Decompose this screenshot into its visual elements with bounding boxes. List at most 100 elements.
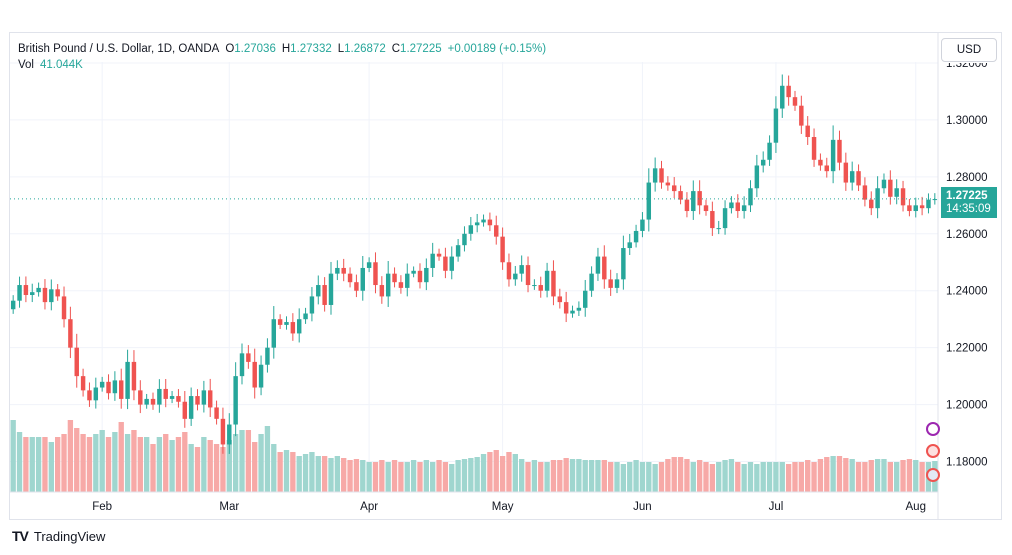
volume-bar (639, 462, 646, 492)
time-tick-label: Jul (769, 501, 784, 513)
candle-body (735, 202, 741, 212)
time-tick-label: Jun (633, 501, 652, 513)
candle-body (481, 219, 486, 223)
candle-body (188, 396, 194, 419)
candle-body (68, 319, 73, 348)
brand-name: TradingView (33, 528, 106, 544)
volume-bar (754, 464, 760, 492)
volume-bar (836, 456, 843, 492)
candle-body (354, 282, 359, 291)
candle-body (252, 361, 257, 388)
candle-body (563, 302, 569, 314)
candle-body (233, 376, 238, 425)
candle-body (640, 219, 645, 231)
volume-bar (188, 444, 194, 492)
flag-icon[interactable] (926, 444, 940, 458)
volume-bar (341, 458, 347, 492)
candle-body (106, 381, 111, 394)
candle-body (589, 273, 594, 291)
tradingview-logo[interactable]: TV TradingView (12, 528, 105, 544)
volume-bar (455, 460, 461, 492)
volume-bar (239, 430, 245, 492)
candle-body (608, 279, 613, 288)
volume-value: 41.044K (40, 59, 83, 71)
candle-body (697, 191, 702, 206)
candle-body (544, 270, 550, 291)
volume-bar (627, 462, 633, 492)
candle-body (494, 225, 499, 237)
candle-body (849, 171, 855, 183)
volume-bar (690, 462, 696, 492)
candle-body (780, 85, 785, 109)
candle-body (360, 267, 365, 291)
candle-body (595, 256, 601, 274)
volume-bar (35, 437, 42, 492)
volume-bar (703, 462, 709, 492)
volume-bar (760, 462, 766, 492)
candle-body (373, 262, 378, 286)
candle-body (538, 285, 543, 291)
volume-bar (773, 462, 779, 492)
candle-body (61, 296, 67, 320)
event-marker-icon[interactable] (926, 422, 940, 436)
time-tick-label: Mar (219, 501, 239, 513)
volume-bar (277, 452, 283, 492)
price-tick-label: 1.20000 (946, 400, 988, 412)
candle-body (296, 319, 302, 334)
volume-bar (302, 454, 309, 492)
candle-body (576, 307, 582, 311)
volume-bar (182, 432, 188, 492)
candle-body (125, 361, 130, 399)
close-label: C (391, 43, 401, 55)
symbol-title[interactable]: British Pound / U.S. Dollar, 1D, OANDA (18, 43, 220, 55)
candle-body (805, 125, 810, 138)
volume-bar (430, 462, 436, 492)
volume-bar (436, 460, 442, 492)
volume-bar (785, 464, 792, 492)
volume-bar (417, 462, 423, 492)
price-tick-label: 1.24000 (946, 286, 988, 298)
candle-body (430, 253, 435, 268)
candle-body (157, 388, 162, 405)
candle-body (366, 262, 372, 268)
volume-bar (614, 462, 620, 492)
volume-bar (601, 460, 607, 492)
candle-body (144, 398, 149, 405)
candle-body (392, 273, 397, 283)
volume-bar (843, 458, 849, 492)
volume-bar (576, 459, 582, 492)
candle-body (462, 233, 467, 246)
volume-bar (372, 462, 379, 492)
volume-bar (169, 440, 175, 492)
volume-bar (112, 432, 118, 492)
candle-body (379, 285, 385, 297)
candle-body (417, 270, 423, 283)
candle-body (316, 285, 321, 297)
volume-bar (487, 452, 493, 492)
candle-body (290, 322, 296, 334)
candle-body (87, 390, 92, 401)
candle-body (284, 322, 289, 325)
time-tick-label: May (492, 501, 514, 513)
candle-body (856, 171, 861, 186)
candle-body (710, 211, 715, 229)
candle-body (513, 273, 518, 280)
volume-bar (919, 462, 925, 492)
currency-button[interactable]: USD (941, 38, 997, 62)
volume-bar (792, 462, 798, 492)
candle-body (80, 376, 86, 391)
volume-bar (633, 460, 639, 492)
volume-bar (779, 462, 785, 492)
volume-bar (747, 462, 754, 492)
volume-bar (328, 458, 334, 492)
candle-body (119, 380, 124, 399)
candle-body (303, 313, 308, 320)
candle-body (678, 191, 683, 200)
volume-label: Vol (18, 59, 34, 71)
last-price-value: 1.27225 (946, 190, 988, 202)
flag-icon[interactable] (926, 468, 940, 482)
low-label: L (337, 43, 345, 55)
volume-bar (830, 456, 836, 492)
volume-bar (80, 434, 86, 492)
